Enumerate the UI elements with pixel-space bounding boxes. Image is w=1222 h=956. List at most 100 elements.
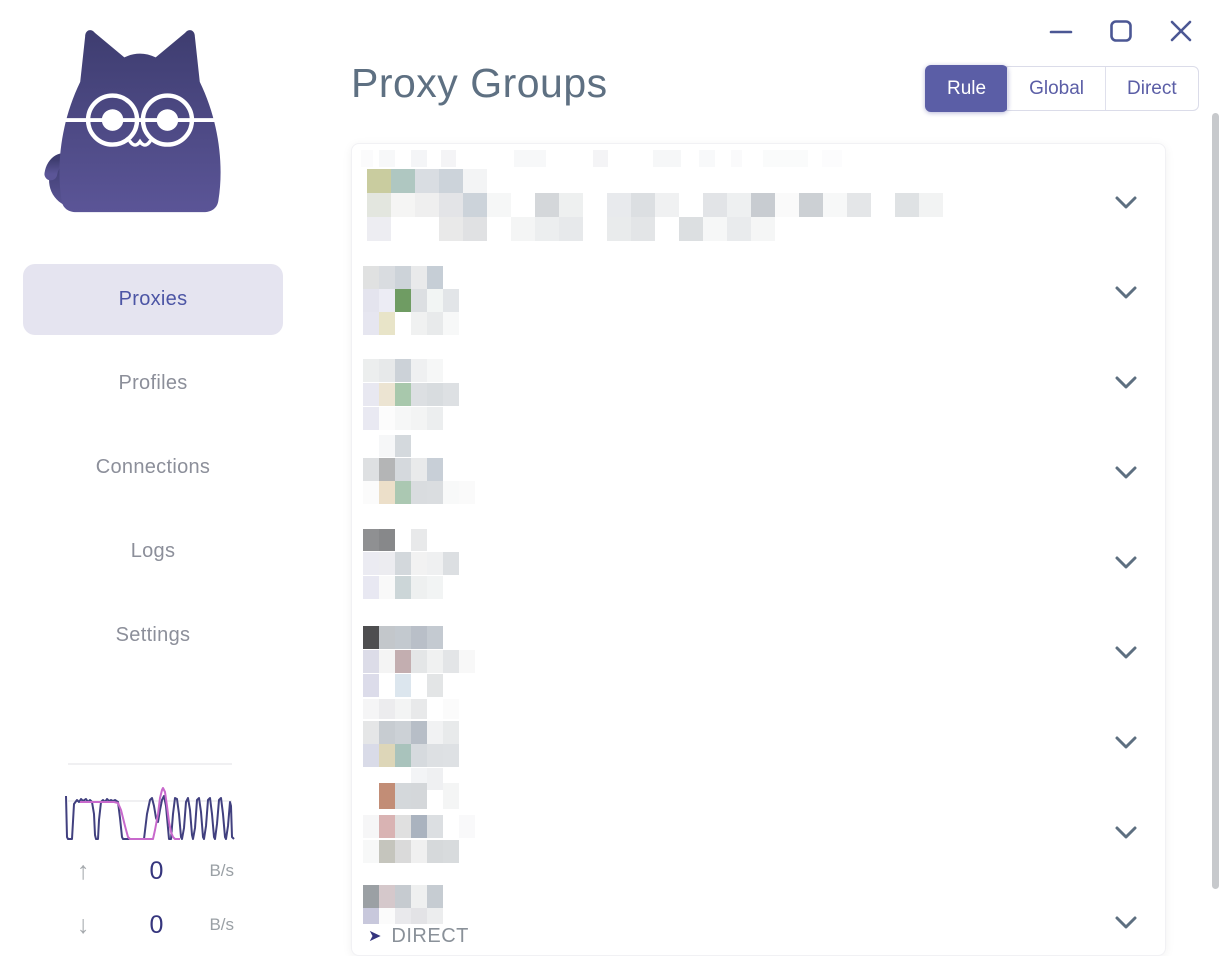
proxy-groups-card: ➤ DIRECT (351, 143, 1166, 956)
mosaic-cell (379, 650, 395, 673)
mosaic-cell (411, 674, 427, 697)
mosaic-cell (395, 407, 411, 430)
mosaic-cell (427, 650, 443, 673)
chevron-down-icon[interactable] (1114, 195, 1138, 211)
mode-global-button[interactable]: Global (1007, 67, 1105, 110)
minimize-button[interactable] (1046, 16, 1076, 46)
close-button[interactable] (1166, 16, 1196, 46)
mosaic-cell (379, 626, 395, 649)
chevron-down-icon[interactable] (1114, 735, 1138, 751)
mosaic-cell (367, 193, 391, 217)
mosaic-cell (379, 407, 395, 430)
proxy-group-row-2[interactable] (352, 249, 1165, 339)
mosaic-cell (427, 815, 443, 838)
sidebar-item-proxies[interactable]: Proxies (23, 264, 283, 335)
chevron-down-icon[interactable] (1114, 645, 1138, 661)
chevron-down-icon[interactable] (1114, 285, 1138, 301)
mosaic-cell (395, 289, 411, 312)
mosaic-cell (411, 650, 427, 673)
mosaic-cell (363, 529, 379, 551)
mosaic-cell (363, 699, 379, 719)
censored-fragment (699, 150, 715, 167)
mode-switch: Rule Global Direct (925, 65, 1199, 112)
sidebar-item-profiles[interactable]: Profiles (118, 372, 188, 394)
chevron-down-icon[interactable] (1114, 825, 1138, 841)
maximize-button[interactable] (1106, 16, 1136, 46)
mosaic-cell (439, 193, 463, 217)
download-stat: ↓ 0 B/s (64, 910, 236, 940)
mode-rule-button[interactable]: Rule (925, 65, 1009, 112)
mosaic-cell (379, 529, 395, 551)
mosaic-cell (379, 481, 395, 504)
selected-proxy-arrow-icon: ➤ (368, 927, 382, 945)
censored-fragment (822, 150, 842, 167)
mosaic-cell (395, 783, 411, 809)
proxy-group-row-4[interactable] (352, 429, 1165, 519)
scrollbar-thumb[interactable] (1212, 113, 1219, 889)
mosaic-cell (391, 193, 415, 217)
mosaic-cell (411, 529, 427, 551)
mosaic-cell (363, 721, 379, 744)
mosaic-cell (411, 289, 427, 312)
sidebar-item-settings[interactable]: Settings (115, 624, 191, 646)
mosaic-cell (379, 721, 395, 744)
mosaic-cell (775, 193, 799, 217)
chevron-down-icon[interactable] (1114, 555, 1138, 571)
mosaic-cell (363, 383, 379, 406)
mosaic-cell (391, 169, 415, 193)
mosaic-cell (411, 626, 427, 649)
mosaic-cell (427, 840, 443, 863)
proxy-group-row-7[interactable] (352, 699, 1165, 789)
mosaic-cell (395, 626, 411, 649)
mosaic-cell (411, 552, 427, 575)
mosaic-cell (395, 885, 411, 908)
page-title: Proxy Groups (351, 60, 608, 106)
mosaic-cell (443, 289, 459, 312)
mosaic-cell (363, 458, 379, 481)
upload-arrow-icon: ↑ (77, 856, 90, 885)
mosaic-cell (427, 576, 443, 599)
minimize-icon (1049, 30, 1073, 34)
upload-unit: B/s (209, 861, 234, 880)
proxy-group-row-3[interactable] (352, 339, 1165, 429)
chevron-down-icon[interactable] (1114, 465, 1138, 481)
mosaic-cell (443, 840, 459, 863)
mosaic-cell (395, 744, 411, 767)
chevron-down-icon[interactable] (1114, 375, 1138, 391)
mosaic-cell (363, 815, 379, 838)
sidebar-item-connections[interactable]: Connections (95, 456, 211, 478)
mosaic-cell (395, 674, 411, 697)
mosaic-cell (559, 193, 583, 217)
mosaic-cell (395, 312, 411, 335)
mosaic-cell (411, 699, 427, 719)
mosaic-cell (411, 383, 427, 406)
mode-direct-button[interactable]: Direct (1105, 67, 1198, 110)
chevron-down-icon[interactable] (1114, 915, 1138, 931)
mosaic-cell (363, 576, 379, 599)
mosaic-cell (411, 885, 427, 908)
mosaic-cell (411, 312, 427, 335)
mosaic-cell (679, 217, 703, 241)
download-value: 0 (149, 910, 164, 939)
mosaic-cell (427, 289, 443, 312)
mosaic-cell (443, 783, 459, 809)
mosaic-cell (427, 768, 443, 790)
mosaic-cell (415, 169, 439, 193)
proxy-group-row-9[interactable] (352, 879, 1165, 955)
mosaic-cell (411, 908, 427, 924)
mosaic-cell (511, 217, 535, 241)
direct-proxy-item[interactable]: ➤ DIRECT (368, 925, 469, 948)
mosaic-cell (411, 458, 427, 481)
mosaic-cell (411, 815, 427, 838)
mosaic-cell (363, 289, 379, 312)
sidebar-item-logs[interactable]: Logs (130, 540, 176, 562)
mosaic-cell (411, 744, 427, 767)
censored-fragment (361, 150, 373, 167)
censored-fragment (514, 150, 546, 167)
mosaic-cell (395, 552, 411, 575)
proxy-group-row-5[interactable] (352, 519, 1165, 609)
mosaic-cell (443, 721, 459, 744)
mosaic-cell (443, 383, 459, 406)
mosaic-cell (379, 552, 395, 575)
